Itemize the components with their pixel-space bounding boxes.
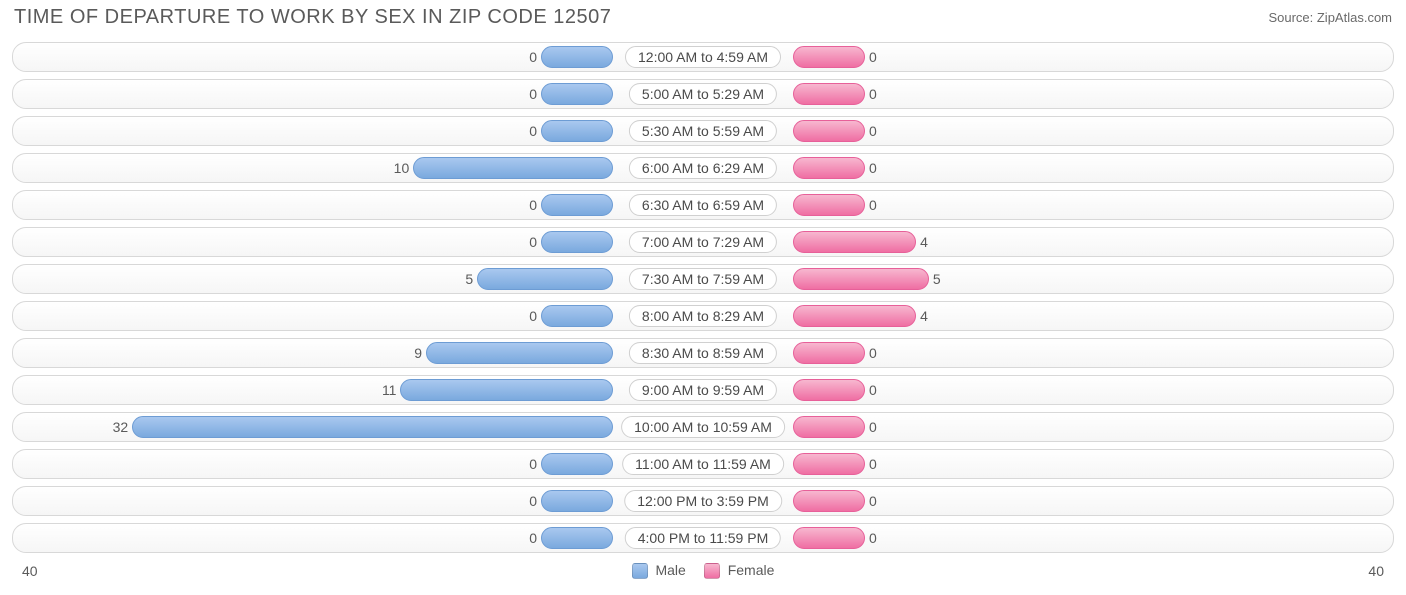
chart-area: 12:00 AM to 4:59 AM 0 0 5:00 AM to 5:29 AM 0… bbox=[0, 31, 1406, 553]
female-bar bbox=[793, 379, 865, 401]
male-bar bbox=[413, 157, 613, 179]
source-label: Source: ZipAtlas.com bbox=[1268, 10, 1392, 25]
female-bar bbox=[793, 453, 865, 475]
male-bar bbox=[541, 490, 613, 512]
male-bar bbox=[541, 527, 613, 549]
female-value: 0 bbox=[869, 86, 877, 102]
male-bar bbox=[541, 305, 613, 327]
axis-max-right: 40 bbox=[1368, 563, 1384, 579]
legend: Male Female bbox=[632, 562, 775, 579]
female-value: 0 bbox=[869, 382, 877, 398]
female-bar bbox=[793, 157, 865, 179]
female-bar bbox=[793, 120, 865, 142]
time-range-label: 12:00 AM to 4:59 AM bbox=[625, 46, 781, 68]
male-bar bbox=[400, 379, 613, 401]
male-value: 9 bbox=[414, 345, 422, 361]
chart-row: 12:00 AM to 4:59 AM 0 0 bbox=[12, 42, 1394, 72]
chart-row: 8:00 AM to 8:29 AM 0 4 bbox=[12, 301, 1394, 331]
time-range-label: 12:00 PM to 3:59 PM bbox=[624, 490, 782, 512]
chart-row: 10:00 AM to 10:59 AM 32 0 bbox=[12, 412, 1394, 442]
female-value: 0 bbox=[869, 160, 877, 176]
male-bar bbox=[541, 83, 613, 105]
female-value: 4 bbox=[920, 234, 928, 250]
male-value: 0 bbox=[529, 530, 537, 546]
male-bar bbox=[541, 194, 613, 216]
chart-row: 4:00 PM to 11:59 PM 0 0 bbox=[12, 523, 1394, 553]
chart-row: 11:00 AM to 11:59 AM 0 0 bbox=[12, 449, 1394, 479]
female-value: 0 bbox=[869, 530, 877, 546]
male-value: 0 bbox=[529, 456, 537, 472]
male-bar bbox=[132, 416, 613, 438]
chart-row: 7:00 AM to 7:29 AM 0 4 bbox=[12, 227, 1394, 257]
female-bar bbox=[793, 83, 865, 105]
male-value: 10 bbox=[394, 160, 410, 176]
female-bar bbox=[793, 46, 865, 68]
time-range-label: 8:30 AM to 8:59 AM bbox=[629, 342, 777, 364]
female-value: 0 bbox=[869, 456, 877, 472]
time-range-label: 8:00 AM to 8:29 AM bbox=[629, 305, 777, 327]
male-bar bbox=[541, 46, 613, 68]
female-value: 0 bbox=[869, 419, 877, 435]
female-bar bbox=[793, 527, 865, 549]
footer: 40 Male Female 40 bbox=[0, 560, 1406, 579]
male-value: 0 bbox=[529, 86, 537, 102]
female-value: 0 bbox=[869, 197, 877, 213]
time-range-label: 6:30 AM to 6:59 AM bbox=[629, 194, 777, 216]
chart-row: 6:30 AM to 6:59 AM 0 0 bbox=[12, 190, 1394, 220]
male-bar bbox=[477, 268, 613, 290]
male-bar bbox=[541, 231, 613, 253]
time-range-label: 4:00 PM to 11:59 PM bbox=[625, 527, 781, 549]
axis-max-left: 40 bbox=[22, 563, 38, 579]
male-bar bbox=[541, 453, 613, 475]
female-bar bbox=[793, 416, 865, 438]
female-value: 0 bbox=[869, 123, 877, 139]
time-range-label: 5:00 AM to 5:29 AM bbox=[629, 83, 777, 105]
chart-row: 5:30 AM to 5:59 AM 0 0 bbox=[12, 116, 1394, 146]
legend-female-label: Female bbox=[728, 562, 775, 578]
time-range-label: 5:30 AM to 5:59 AM bbox=[629, 120, 777, 142]
chart-row: 12:00 PM to 3:59 PM 0 0 bbox=[12, 486, 1394, 516]
male-value: 0 bbox=[529, 197, 537, 213]
legend-male-label: Male bbox=[655, 562, 685, 578]
male-value: 32 bbox=[113, 419, 129, 435]
male-value: 0 bbox=[529, 308, 537, 324]
time-range-label: 9:00 AM to 9:59 AM bbox=[629, 379, 777, 401]
time-range-label: 7:00 AM to 7:29 AM bbox=[629, 231, 777, 253]
time-range-label: 11:00 AM to 11:59 AM bbox=[622, 453, 784, 475]
female-value: 5 bbox=[933, 271, 941, 287]
male-value: 0 bbox=[529, 234, 537, 250]
female-value: 0 bbox=[869, 493, 877, 509]
chart-title: TIME OF DEPARTURE TO WORK BY SEX IN ZIP … bbox=[14, 6, 611, 29]
time-range-label: 6:00 AM to 6:29 AM bbox=[629, 157, 777, 179]
female-bar bbox=[793, 305, 916, 327]
female-bar bbox=[793, 268, 929, 290]
male-bar bbox=[426, 342, 613, 364]
chart-row: 8:30 AM to 8:59 AM 9 0 bbox=[12, 338, 1394, 368]
legend-female: Female bbox=[704, 562, 775, 579]
female-value: 4 bbox=[920, 308, 928, 324]
female-bar bbox=[793, 342, 865, 364]
female-bar bbox=[793, 490, 865, 512]
female-value: 0 bbox=[869, 49, 877, 65]
female-swatch-icon bbox=[704, 563, 720, 579]
male-value: 0 bbox=[529, 493, 537, 509]
time-range-label: 7:30 AM to 7:59 AM bbox=[629, 268, 777, 290]
female-bar bbox=[793, 231, 916, 253]
legend-male: Male bbox=[632, 562, 686, 579]
female-value: 0 bbox=[869, 345, 877, 361]
male-value: 0 bbox=[529, 123, 537, 139]
header: TIME OF DEPARTURE TO WORK BY SEX IN ZIP … bbox=[0, 0, 1406, 31]
male-swatch-icon bbox=[632, 563, 648, 579]
chart-row: 9:00 AM to 9:59 AM 11 0 bbox=[12, 375, 1394, 405]
male-value: 0 bbox=[529, 49, 537, 65]
male-value: 5 bbox=[465, 271, 473, 287]
male-bar bbox=[541, 120, 613, 142]
male-value: 11 bbox=[382, 382, 397, 398]
female-bar bbox=[793, 194, 865, 216]
chart-row: 7:30 AM to 7:59 AM 5 5 bbox=[12, 264, 1394, 294]
chart-row: 5:00 AM to 5:29 AM 0 0 bbox=[12, 79, 1394, 109]
time-range-label: 10:00 AM to 10:59 AM bbox=[621, 416, 785, 438]
chart-row: 6:00 AM to 6:29 AM 10 0 bbox=[12, 153, 1394, 183]
